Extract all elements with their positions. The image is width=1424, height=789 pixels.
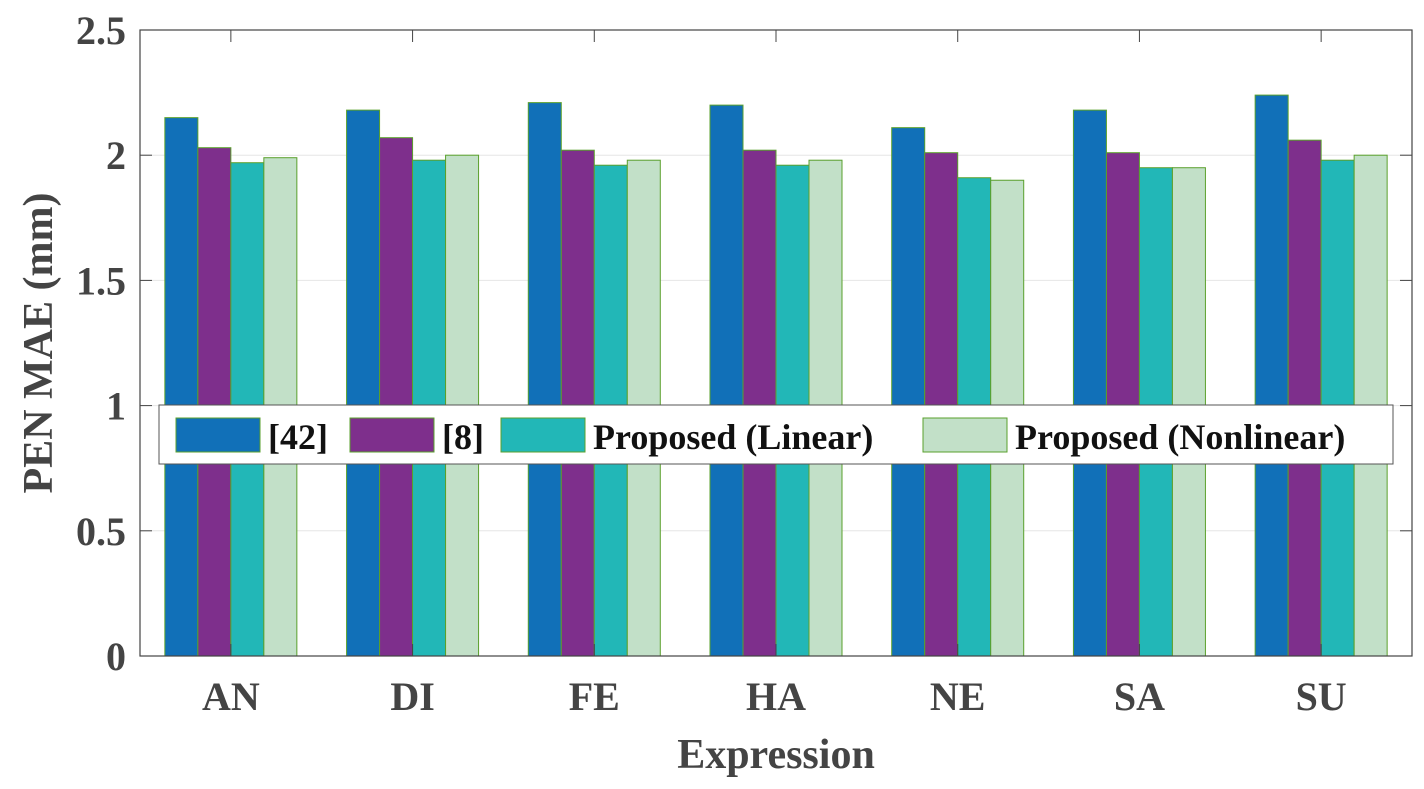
bar-fe-series-2 <box>560 149 595 657</box>
legend-label-4: Proposed (Nonlinear) <box>1015 417 1345 457</box>
x-tick-label: SA <box>1114 674 1165 719</box>
bar-di-series-2 <box>379 137 414 657</box>
bar-ha-series-1 <box>709 104 744 657</box>
x-tick-label: AN <box>202 674 260 719</box>
legend: [42] [8] Proposed (Linear) Proposed (Nonlin… <box>158 404 1394 465</box>
y-axis-title: PEN MAE (mm) <box>16 193 62 494</box>
x-tick-label: HA <box>746 674 806 719</box>
bars <box>164 94 1388 657</box>
legend-label-3: Proposed (Linear) <box>593 417 873 457</box>
y-tick-label: 0.5 <box>76 509 126 554</box>
bar-sa-series-1 <box>1072 109 1107 657</box>
y-tick-label: 0 <box>106 634 126 679</box>
x-tick-label: FE <box>569 674 620 719</box>
bar-ne-series-1 <box>891 127 926 657</box>
legend-label-1: [42] <box>268 417 328 457</box>
x-tick-label: NE <box>930 674 986 719</box>
legend-swatch-3 <box>500 417 586 453</box>
bar-di-series-1 <box>346 109 381 657</box>
bar-su-series-1 <box>1254 94 1289 657</box>
bar-sa-series-2 <box>1105 152 1140 657</box>
x-axis-title: Expression <box>677 732 875 778</box>
legend-label-2: [8] <box>442 417 484 457</box>
y-tick-label: 1.5 <box>76 258 126 303</box>
bar-ne-series-2 <box>924 152 959 657</box>
legend-swatch-1 <box>175 417 261 453</box>
y-tick-label: 1 <box>106 384 126 429</box>
x-axis-ticks: AN DI FE HA NE SA SU <box>202 30 1347 719</box>
bar-an-series-2 <box>197 147 232 657</box>
bar-su-series-2 <box>1287 139 1322 657</box>
y-tick-label: 2.5 <box>76 8 126 53</box>
y-tick-label: 2 <box>106 133 126 178</box>
bar-ha-series-2 <box>742 149 777 657</box>
x-tick-label: SU <box>1296 674 1347 719</box>
legend-swatch-4 <box>922 417 1008 453</box>
bar-an-series-1 <box>164 117 199 657</box>
x-tick-label: DI <box>390 674 434 719</box>
bar-fe-series-1 <box>527 102 562 657</box>
y-axis-ticks: 0 0.5 1 1.5 2 2.5 <box>76 8 1412 679</box>
legend-swatch-2 <box>349 417 435 453</box>
